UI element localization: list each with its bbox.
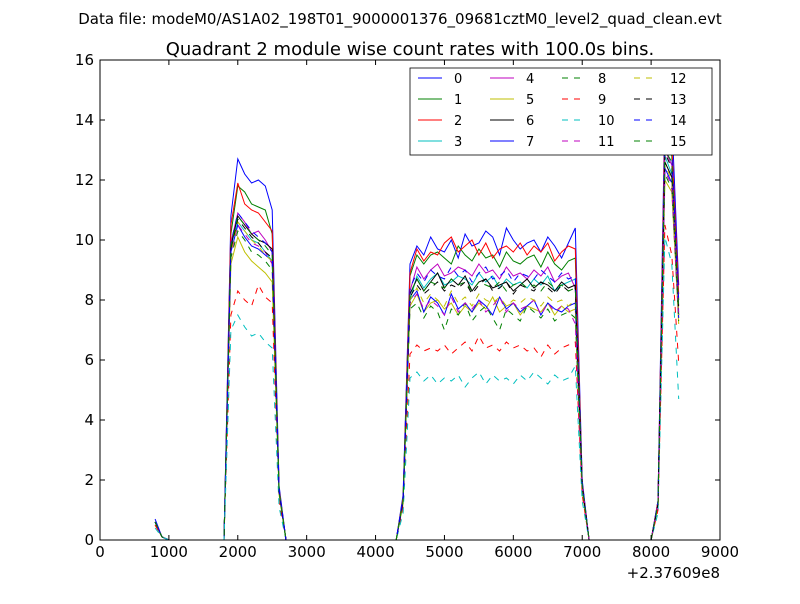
series-line-9 xyxy=(154,224,680,540)
series-line-15 xyxy=(154,148,680,540)
legend-label-5: 5 xyxy=(526,93,534,108)
legend-label-4: 4 xyxy=(526,72,534,87)
legend-label-0: 0 xyxy=(454,72,462,87)
legend-label-3: 3 xyxy=(454,135,462,150)
series-line-8 xyxy=(154,173,680,540)
series-line-0 xyxy=(154,103,680,540)
y-tick-label: 10 xyxy=(75,231,94,249)
y-tick-label: 16 xyxy=(75,51,94,69)
y-tick-label: 4 xyxy=(84,411,94,429)
series-line-7 xyxy=(154,167,680,540)
x-tick-label: 8000 xyxy=(632,543,670,561)
x-tick-label: 7000 xyxy=(563,543,601,561)
data-file-suptitle: Data file: modeM0/AS1A02_198T01_90000013… xyxy=(78,10,722,29)
series-line-4 xyxy=(154,149,680,540)
x-tick-label: 9000 xyxy=(701,543,739,561)
series-line-10 xyxy=(154,236,680,540)
series-line-3 xyxy=(154,155,680,540)
legend-label-8: 8 xyxy=(598,72,606,87)
series-line-2 xyxy=(154,122,680,540)
legend-label-14: 14 xyxy=(670,114,687,129)
series-layer xyxy=(154,103,680,540)
series-line-12 xyxy=(154,164,680,540)
x-tick-label: 3000 xyxy=(288,543,326,561)
legend-frame xyxy=(409,67,713,156)
legend-label-11: 11 xyxy=(598,135,615,150)
x-offset-label: +2.37609e8 xyxy=(627,564,720,582)
legend-label-1: 1 xyxy=(454,93,462,108)
y-tick-label: 12 xyxy=(75,171,94,189)
x-tick-label: 4000 xyxy=(356,543,394,561)
x-tick-label: 6000 xyxy=(494,543,532,561)
x-tick-label: 5000 xyxy=(425,543,463,561)
y-tick-label: 0 xyxy=(84,531,94,549)
legend-label-9: 9 xyxy=(598,93,606,108)
legend-label-6: 6 xyxy=(526,114,534,129)
y-tick-label: 6 xyxy=(84,351,94,369)
legend-label-13: 13 xyxy=(670,93,687,108)
series-line-13 xyxy=(154,152,680,540)
legend-label-2: 2 xyxy=(454,114,462,129)
x-tick-label: 0 xyxy=(95,543,105,561)
chart-title: Quadrant 2 module wise count rates with … xyxy=(166,39,655,60)
series-line-1 xyxy=(154,137,680,540)
legend-label-15: 15 xyxy=(670,135,687,150)
legend-label-7: 7 xyxy=(526,135,534,150)
x-tick-label: 2000 xyxy=(219,543,257,561)
legend-label-10: 10 xyxy=(598,114,615,129)
x-tick-label: 1000 xyxy=(150,543,188,561)
legend-label-12: 12 xyxy=(670,72,687,87)
y-tick-label: 2 xyxy=(84,471,94,489)
plot-area: 0 1000 2000 3000 4000 5000 6000 7000 8000 9000 0 2… xyxy=(75,51,739,582)
y-tick-label: 8 xyxy=(84,291,94,309)
series-line-11 xyxy=(154,170,680,540)
y-tick-label: 14 xyxy=(75,111,94,129)
x-axis: 0 1000 2000 3000 4000 5000 6000 7000 8000 9000 xyxy=(95,60,739,561)
